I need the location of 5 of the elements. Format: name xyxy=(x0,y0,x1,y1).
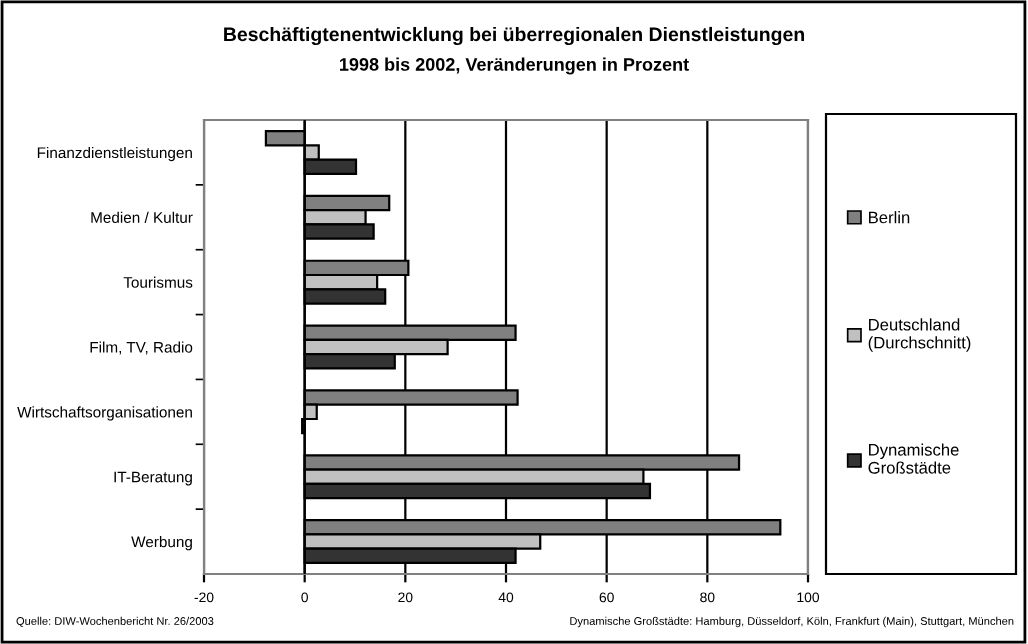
legend-label: Deutschland (Durchschnitt) xyxy=(868,318,971,352)
legend-label: Dynamische Großstädte xyxy=(868,443,959,474)
legend-label: Berlin xyxy=(869,211,910,224)
chart-subtitle: 1998 bis 2002, Veränderungen in Prozent xyxy=(340,57,689,75)
chart-title: Beschäftigtenentwicklung bei überregionalen Dienstleistungen xyxy=(224,26,804,46)
